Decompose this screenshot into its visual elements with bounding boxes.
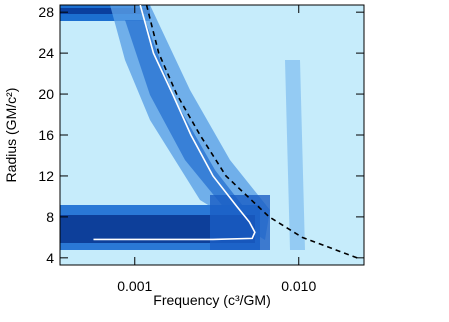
x-axis-label: Frequency (c³/GM) bbox=[153, 292, 270, 308]
y-tick-label: 24 bbox=[38, 45, 54, 61]
y-tick-label: 8 bbox=[46, 209, 54, 225]
y-tick-label: 4 bbox=[46, 250, 54, 266]
x-tick-label: 0.001 bbox=[117, 278, 152, 294]
y-tick-label: 12 bbox=[38, 168, 54, 184]
curve bbox=[145, 5, 358, 259]
x-tick-label: 0.010 bbox=[281, 278, 316, 294]
y-tick-label: 20 bbox=[38, 86, 54, 102]
y-tick-label: 16 bbox=[38, 127, 54, 143]
y-axis-label: Radius (GM/c²) bbox=[3, 88, 19, 183]
curve bbox=[93, 5, 256, 241]
y-tick-label: 28 bbox=[38, 4, 54, 20]
heatmap bbox=[60, 5, 364, 265]
